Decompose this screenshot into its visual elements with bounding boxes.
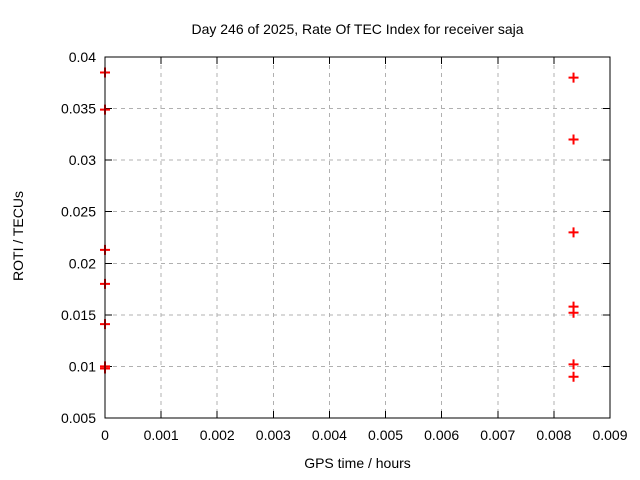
y-tick-label: 0.01: [69, 358, 96, 374]
data-point-marker: [568, 227, 579, 238]
x-tick-label: 0.009: [592, 427, 627, 443]
chart-title: Day 246 of 2025, Rate Of TEC Index for r…: [191, 21, 524, 37]
data-point-marker: [568, 134, 579, 145]
x-tick-label: 0.002: [200, 427, 235, 443]
y-tick-label: 0.025: [61, 204, 96, 220]
x-tick-label: 0: [101, 427, 109, 443]
x-tick-label: 0.001: [144, 427, 179, 443]
data-point-marker: [568, 371, 579, 382]
plot-border: [104, 56, 611, 419]
data-point-marker: [568, 307, 579, 318]
y-tick-label: 0.03: [69, 152, 96, 168]
x-tick-label: 0.003: [256, 427, 291, 443]
x-tick-label: 0.004: [312, 427, 347, 443]
data-point-marker: [568, 72, 579, 83]
x-tick-label: 0.005: [368, 427, 403, 443]
x-axis-label: GPS time / hours: [304, 455, 411, 471]
x-tick-label: 0.006: [424, 427, 459, 443]
y-tick-label: 0.02: [69, 255, 96, 271]
x-tick-label: 0.008: [536, 427, 571, 443]
y-tick-label: 0.035: [61, 101, 96, 117]
y-tick-label: 0.015: [61, 307, 96, 323]
y-tick-label: 0.005: [61, 410, 96, 426]
data-point-marker: [568, 359, 579, 370]
x-tick-label: 0.007: [480, 427, 515, 443]
y-tick-label: 0.04: [69, 49, 96, 65]
